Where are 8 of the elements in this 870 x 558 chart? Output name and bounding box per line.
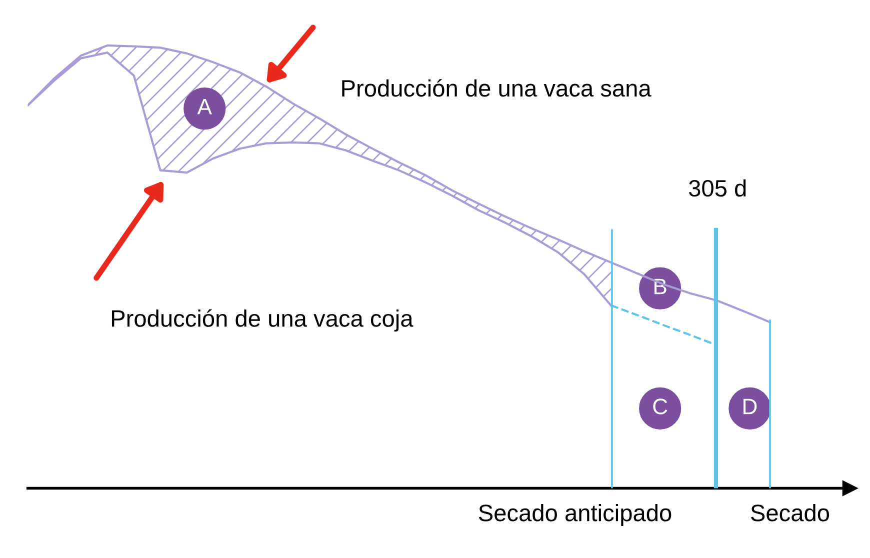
annotation: Producción de una vaca sana <box>342 79 652 97</box>
text: Secado anticipado <box>478 504 672 526</box>
text: Secado <box>751 504 830 522</box>
annotation: A <box>197 99 212 114</box>
annotation: Producción de una vaca coja <box>112 309 414 332</box>
annotation: C <box>653 398 668 414</box>
annotation: 305 d <box>688 179 746 197</box>
annotation: D <box>743 398 757 414</box>
